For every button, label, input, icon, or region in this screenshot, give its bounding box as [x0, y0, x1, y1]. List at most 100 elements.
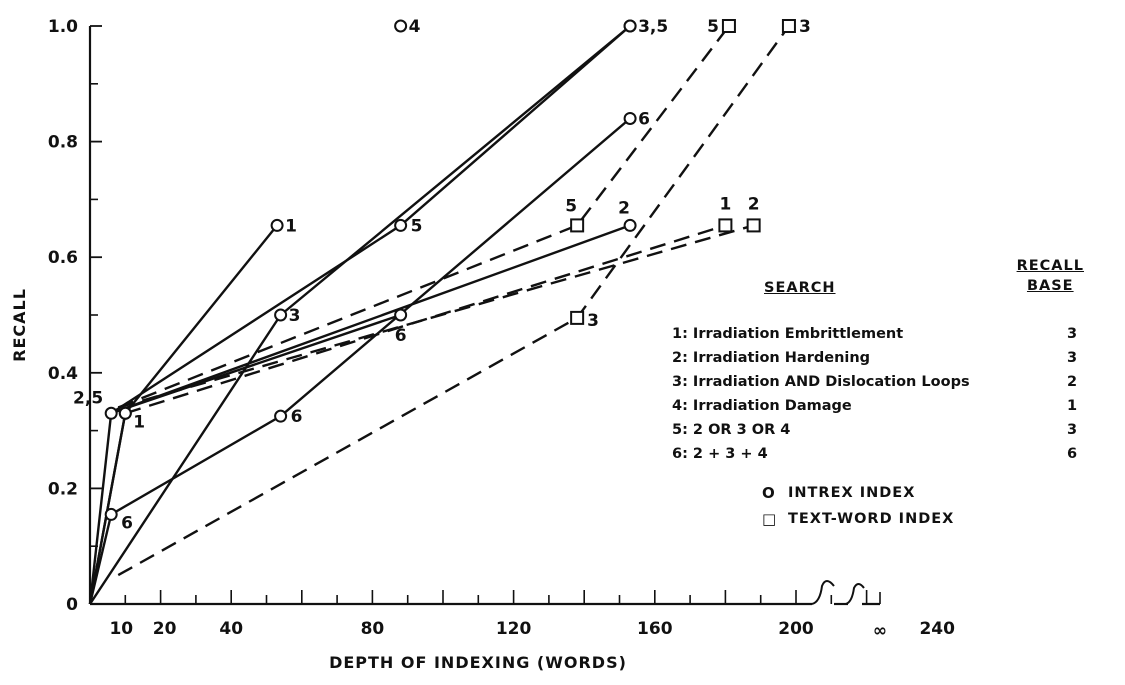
text-1-line: [124, 224, 726, 415]
legend-row-base: 3: [1066, 350, 1078, 366]
legend-header: SEARCH RECALL BASE: [672, 258, 1092, 322]
intrex-1b-line: [88, 413, 127, 605]
point-label: 1: [285, 216, 297, 236]
circle-marker: [274, 409, 288, 423]
square-marker-icon: □: [762, 510, 778, 528]
y-tick-label: 0.2: [48, 479, 78, 499]
point-label: 6: [638, 109, 650, 129]
circle-marker: [394, 308, 408, 322]
x-tick-label: 80: [361, 619, 385, 639]
y-tick-label: 1.0: [48, 17, 78, 37]
legend-row: 2: Irradiation Hardening 3: [672, 346, 1092, 370]
x-tick-label: 120: [496, 619, 532, 639]
point-label: 2,5: [73, 388, 103, 408]
circle-marker-icon: O: [762, 484, 776, 502]
legend-marker-label: TEXT-WORD INDEX: [788, 511, 955, 527]
axis-break-mark: [811, 580, 835, 605]
legend-row-label: 3: Irradiation AND Dislocation Loops: [672, 374, 970, 390]
square-marker: [746, 218, 761, 233]
axis-break-mark: [845, 583, 865, 605]
legend-row-base: 3: [1066, 326, 1078, 342]
legend-row-base: 2: [1066, 374, 1078, 390]
legend-recall-base-header: RECALL BASE: [1017, 256, 1084, 296]
legend-row-label: 6: 2 + 3 + 4: [672, 446, 768, 462]
point-label: 5: [411, 216, 423, 236]
legend-base-header: BASE: [1026, 278, 1074, 294]
x-tick-label: 240: [919, 619, 955, 639]
legend: SEARCH RECALL BASE 1: Irradiation Embrit…: [672, 258, 1092, 532]
point-label: 1: [133, 412, 145, 432]
intrex-2-line: [88, 224, 631, 605]
legend-search-header: SEARCH: [764, 280, 836, 296]
circle-marker: [104, 507, 118, 521]
legend-recall-header: RECALL: [1016, 258, 1084, 274]
point-label: 6: [121, 513, 133, 533]
circle-marker: [394, 19, 408, 33]
text-2-line: [117, 224, 754, 409]
intrex-5-line: [110, 25, 631, 415]
text-5-line: [117, 25, 730, 409]
point-label: 6: [291, 407, 303, 427]
legend-row-base: 3: [1066, 422, 1078, 438]
point-label: 2: [618, 198, 630, 218]
circle-marker: [394, 218, 408, 232]
legend-marker-key: O INTREX INDEX □ TEXT-WORD INDEX: [762, 480, 1092, 532]
circle-marker: [270, 218, 284, 232]
x-tick-label: ∞: [873, 621, 887, 641]
legend-row: 1: Irradiation Embrittlement 3: [672, 322, 1092, 346]
point-label: 6: [395, 326, 407, 346]
point-label: 3,5: [638, 17, 668, 37]
x-tick-label: 160: [637, 619, 673, 639]
point-label: 1: [719, 194, 731, 214]
y-axis-title: RECALL: [10, 288, 29, 362]
square-marker: [721, 19, 736, 33]
circle-marker: [623, 19, 637, 33]
point-label: 4: [409, 17, 421, 37]
legend-row-label: 1: Irradiation Embrittlement: [672, 326, 904, 342]
point-label: 3: [289, 306, 301, 326]
legend-row-base: 1: [1066, 398, 1078, 414]
intrex-3-line: [88, 25, 631, 605]
legend-marker-text-word: □ TEXT-WORD INDEX: [762, 506, 1092, 532]
intrex-6b-line: [110, 313, 402, 415]
legend-row: 3: Irradiation AND Dislocation Loops 2: [672, 370, 1092, 394]
legend-row: 5: 2 OR 3 OR 4 3: [672, 418, 1092, 442]
legend-row-label: 2: Irradiation Hardening: [672, 350, 871, 366]
circle-marker: [623, 218, 637, 232]
circle-marker: [274, 308, 288, 322]
x-tick-label: 10: [109, 619, 133, 639]
axes: 0 0.2 0.4 0.6 0.8 1.0 10 20 40 80 120 160 200 240 ∞: [48, 17, 955, 641]
y-tick-label: 0.8: [48, 133, 78, 153]
legend-marker-intrex: O INTREX INDEX: [762, 480, 1092, 506]
legend-row-base: 6: [1066, 446, 1078, 462]
square-marker: [570, 310, 585, 325]
point-label: 2: [748, 194, 760, 214]
circle-marker: [104, 406, 118, 420]
square-marker: [781, 19, 796, 33]
y-tick-label: 0: [66, 595, 78, 615]
y-tick-label: 0.6: [48, 248, 78, 268]
square-marker: [570, 218, 585, 233]
point-label: 5: [707, 17, 719, 37]
data-markers: [104, 19, 796, 521]
legend-row-label: 5: 2 OR 3 OR 4: [672, 422, 791, 438]
square-marker: [718, 218, 733, 233]
point-label: 3: [799, 17, 811, 37]
legend-marker-label: INTREX INDEX: [788, 485, 916, 501]
x-tick-label: 20: [153, 619, 177, 639]
series-lines: [88, 25, 790, 605]
intrex-1-line: [88, 224, 279, 605]
point-label: 5: [565, 196, 577, 216]
x-tick-label: 40: [219, 619, 243, 639]
y-tick-label: 0.4: [48, 364, 78, 384]
intrex-6-line: [88, 117, 631, 605]
circle-marker: [118, 406, 132, 420]
x-axis-title: DEPTH OF INDEXING (WORDS): [329, 653, 627, 672]
legend-row: 4: Irradiation Damage 1: [672, 394, 1092, 418]
point-label: 3: [587, 311, 599, 331]
x-tick-label: 200: [778, 619, 814, 639]
circle-marker: [623, 111, 637, 125]
legend-row-label: 4: Irradiation Damage: [672, 398, 852, 414]
legend-row: 6: 2 + 3 + 4 6: [672, 442, 1092, 466]
